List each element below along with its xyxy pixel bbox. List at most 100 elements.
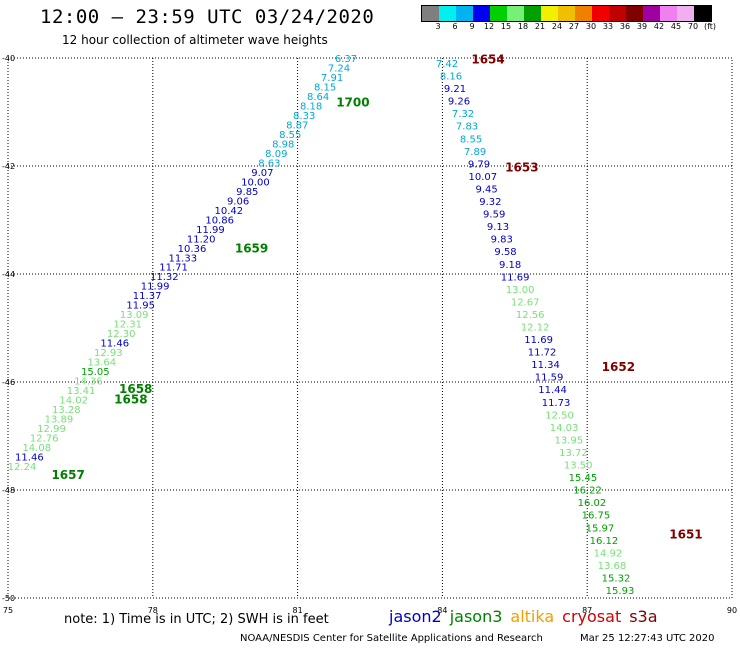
satellite-legend: jason2 jason3 altika cryosat s3a [389, 607, 666, 626]
pass-time-label: 1652 [602, 360, 635, 374]
wave-height-value: 10.86 [205, 215, 234, 226]
wave-height-value: 11.34 [531, 360, 560, 371]
wave-height-value: 7.89 [464, 147, 486, 158]
legend-swatch [490, 6, 507, 21]
wave-height-value: 8.16 [440, 72, 462, 83]
lat-tick-label: -44 [2, 270, 15, 279]
legend-swatch [473, 6, 490, 21]
wave-height-value: 11.99 [196, 225, 225, 236]
legend-label: 70 [687, 22, 699, 31]
wave-height-value: 13.41 [67, 386, 96, 397]
lon-tick-label: 90 [727, 606, 737, 615]
wave-height-value: 11.69 [524, 335, 553, 346]
legend-swatch [524, 6, 541, 21]
legend-label: 39 [636, 22, 648, 31]
wave-height-value: 9.26 [448, 97, 470, 108]
pass-time-label: 1658 [114, 393, 147, 407]
wave-height-value: 7.24 [328, 63, 350, 74]
wave-height-value: 6.37 [335, 54, 357, 65]
wave-height-value: 11.69 [501, 272, 530, 283]
legend-label: 15 [500, 22, 512, 31]
page-subtitle: 12 hour collection of altimeter wave hei… [62, 33, 328, 47]
wave-height-value: 10.07 [468, 172, 497, 183]
wave-height-value: 12.76 [30, 434, 59, 445]
wave-height-value: 8.98 [272, 139, 294, 150]
wave-height-value: 12.12 [521, 323, 550, 334]
wave-height-value: 12.50 [545, 410, 574, 421]
wave-height-value: 14.08 [22, 443, 51, 454]
pass-time-label: 1657 [51, 468, 84, 482]
wave-height-value: 9.59 [483, 210, 505, 221]
legend-swatch [592, 6, 609, 21]
wave-height-value: 8.55 [279, 130, 301, 141]
lat-tick-label: -42 [2, 162, 15, 171]
wave-height-value: 8.63 [258, 158, 280, 169]
legend-label: 3 [435, 22, 441, 31]
wave-height-value: 16.12 [590, 536, 619, 547]
wave-height-value: 8.33 [293, 111, 315, 122]
wave-height-value: 9.06 [227, 196, 249, 207]
map-grid: 75 78 81 84 87 90-40-42-44-46-48-50 [2, 54, 737, 615]
wave-height-value: 13.72 [559, 448, 588, 459]
page-title: 12:00 – 23:59 UTC 03/24/2020 [40, 6, 375, 28]
wave-height-value: 14.92 [594, 548, 623, 559]
wave-height-value: 13.95 [554, 435, 583, 446]
wave-height-value: 9.18 [499, 260, 521, 271]
wave-height-value: 12.93 [94, 348, 123, 359]
pass-time-label: 1653 [505, 160, 538, 174]
satellite-legend-s3a: s3a [629, 607, 658, 626]
wave-height-value: 14.02 [59, 396, 88, 407]
lon-tick-label: 81 [293, 606, 303, 615]
wave-height-value: 13.00 [506, 285, 535, 296]
wave-height-value: 11.20 [187, 234, 216, 245]
lat-tick-label: -50 [2, 594, 15, 603]
wave-height-value: 7.91 [321, 73, 343, 84]
legend-swatch [660, 6, 677, 21]
wave-height-value: 16.22 [573, 486, 602, 497]
wave-height-value: 15.45 [569, 473, 598, 484]
wave-height-value: 12.56 [516, 310, 545, 321]
wave-height-value: 13.64 [87, 358, 116, 369]
pass-time-label: 1659 [235, 241, 268, 255]
wave-height-value: 7.32 [452, 109, 474, 120]
legend-swatch [558, 6, 575, 21]
altimeter-tracks: 6.377.247.918.158.648.188.338.878.558.98… [8, 54, 635, 597]
legend-label: 6 [452, 22, 458, 31]
legend-label: 24 [551, 22, 563, 31]
wave-height-value: 12.67 [511, 297, 540, 308]
legend-label: 33 [602, 22, 614, 31]
wave-height-value: 13.50 [564, 461, 593, 472]
legend-label: 27 [568, 22, 580, 31]
wave-height-value: 13.28 [52, 405, 81, 416]
satellite-legend-altika: altika [510, 607, 555, 626]
legend-label: 18 [517, 22, 529, 31]
lon-tick-label: 87 [582, 606, 592, 615]
legend-swatch [694, 6, 711, 21]
wave-height-value: 15.32 [602, 573, 631, 584]
wave-height-value: 9.58 [494, 247, 516, 258]
wave-height-value: 11.99 [141, 282, 170, 293]
satellite-legend-jason3: jason3 [449, 607, 503, 626]
units-note: note: 1) Time is in UTC; 2) SWH is in fe… [64, 612, 329, 627]
legend-swatch [507, 6, 524, 21]
pass-time-label: 1651 [669, 528, 702, 542]
legend-swatch [541, 6, 558, 21]
wave-height-value: 12.30 [107, 329, 136, 340]
wave-height-color-legend [421, 5, 712, 22]
wave-height-value: 9.79 [468, 159, 490, 170]
wave-height-value: 15.97 [586, 523, 615, 534]
wave-height-value: 15.93 [606, 586, 635, 597]
legend-swatch [677, 6, 694, 21]
wave-height-value: 9.45 [475, 184, 497, 195]
wave-height-value: 13.89 [45, 415, 74, 426]
legend-label: 9 [469, 22, 475, 31]
wave-height-value: 11.32 [150, 272, 179, 283]
wave-height-value: 11.46 [100, 339, 129, 350]
wave-height-value: 13.09 [120, 310, 149, 321]
lon-tick-label: 78 [148, 606, 158, 615]
wave-height-value: 8.55 [460, 134, 482, 145]
wave-height-value: 9.07 [251, 168, 273, 179]
wave-height-value: 8.18 [300, 101, 322, 112]
wave-height-value: 11.71 [159, 263, 188, 274]
